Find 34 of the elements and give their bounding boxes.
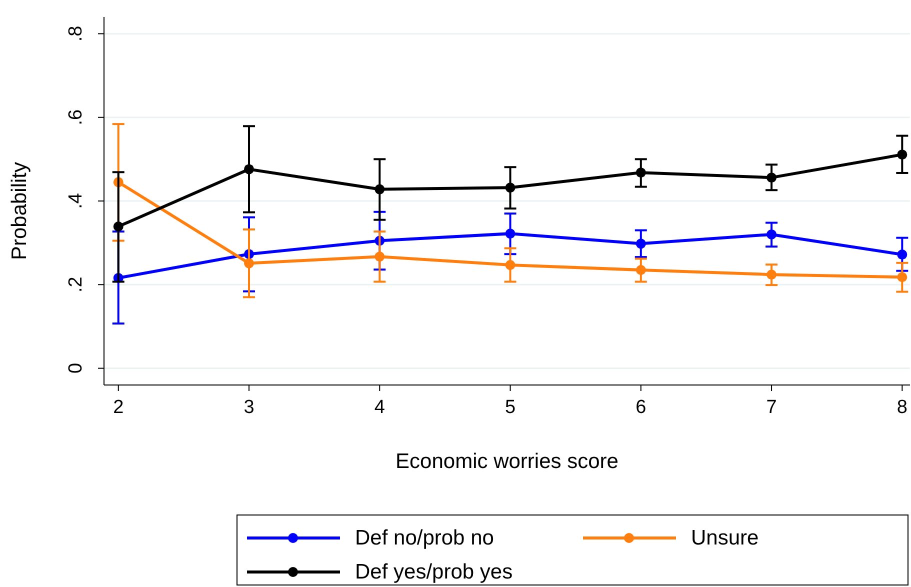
point — [505, 182, 516, 193]
x-tick-label: 6 — [636, 397, 646, 418]
point — [766, 229, 777, 240]
y-axis-title: Probability — [8, 161, 31, 260]
point — [766, 270, 777, 280]
point — [244, 164, 254, 174]
point — [897, 272, 908, 282]
y-tick-label: 0 — [66, 362, 86, 374]
x-tick-label: 7 — [766, 397, 777, 418]
point — [505, 228, 516, 239]
y-tick-label: .8 — [66, 26, 86, 42]
point — [113, 222, 124, 232]
point — [766, 172, 777, 183]
point — [897, 150, 908, 160]
legend-label: Def yes/prob yes — [355, 560, 513, 584]
point — [505, 260, 516, 270]
point — [244, 258, 254, 268]
x-axis-title: Economic worries score — [396, 450, 618, 473]
point — [636, 238, 646, 249]
point — [636, 168, 646, 178]
point — [374, 184, 385, 194]
y-tick-label: .4 — [66, 192, 86, 209]
point — [636, 265, 646, 275]
point — [897, 250, 908, 260]
x-tick-label: 8 — [896, 397, 908, 418]
x-tick-label: 4 — [374, 397, 386, 418]
x-tick-label: 3 — [244, 397, 254, 418]
legend-label: Unsure — [691, 526, 759, 550]
y-tick-label: .2 — [66, 276, 86, 293]
point — [374, 252, 385, 262]
x-tick-label: 2 — [113, 397, 124, 418]
x-tick-label: 5 — [504, 397, 516, 418]
legend-label: Def no/prob no — [355, 526, 494, 550]
y-tick-label: .6 — [66, 109, 86, 126]
